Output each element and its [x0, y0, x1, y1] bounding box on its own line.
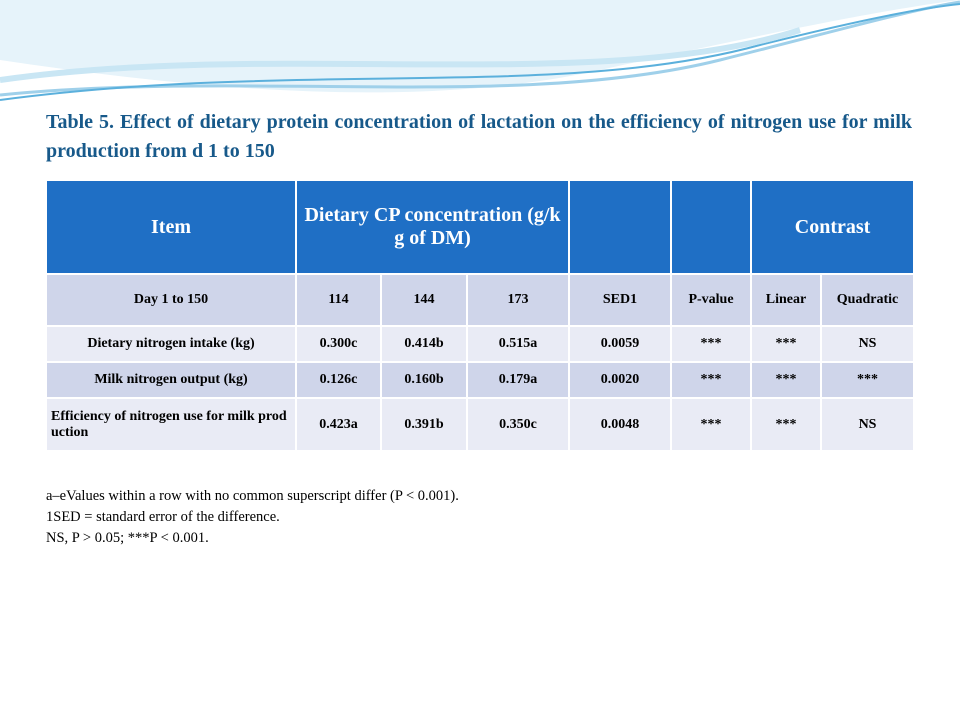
table-cell: 0.515a: [468, 327, 569, 361]
table-cell: 0.179a: [468, 363, 569, 397]
table-cell: ***: [752, 363, 821, 397]
subheader-cell: 173: [468, 275, 569, 325]
footnote: 1SED = standard error of the difference.: [46, 509, 280, 525]
table-cell: ***: [822, 363, 914, 397]
table-cell: 0.0020: [570, 363, 671, 397]
table-cell: ***: [752, 327, 821, 361]
table-cell: 0.391b: [382, 399, 466, 450]
header-row: Item Dietary CP concentration (g/kg of DM…: [47, 181, 914, 273]
subheader-cell: Day 1 to 150: [47, 275, 295, 325]
table-cell: Dietary nitrogen intake (kg): [47, 327, 295, 361]
table-row: Dietary nitrogen intake (kg) 0.300c 0.414b…: [47, 327, 914, 361]
subheader-cell: 144: [382, 275, 466, 325]
table-cell: 0.423a: [297, 399, 380, 450]
table-cell: 0.160b: [382, 363, 466, 397]
header-cell: Item: [47, 181, 295, 273]
table-cell: ***: [672, 363, 751, 397]
table-cell: NS: [822, 399, 914, 450]
footnotes: a–eValues within a row with no common su…: [46, 486, 459, 549]
table-cell: ***: [672, 327, 751, 361]
footnote: NS, P > 0.05; ***P < 0.001.: [46, 530, 209, 546]
table-cell: ***: [752, 399, 821, 450]
subheader-row: Day 1 to 150 114 144 173 SED1 P-value Linear Qu…: [47, 275, 914, 325]
table-cell: 0.126c: [297, 363, 380, 397]
table-cell: 0.300c: [297, 327, 380, 361]
table-cell: Efficiency of nitrogen use for milk prod…: [47, 399, 295, 450]
decoration: [0, 0, 960, 101]
title: Table 5. Effect of dietary protein conce…: [46, 111, 912, 162]
table-cell: 0.0048: [570, 399, 671, 450]
subheader-cell: Quadratic: [822, 275, 914, 325]
subheader-cell: 114: [297, 275, 380, 325]
header-cell: [570, 181, 671, 273]
footnote: a–eValues within a row with no common su…: [46, 488, 459, 504]
table-cell: 0.350c: [468, 399, 569, 450]
table-cell: ***: [672, 399, 751, 450]
header-cell: [672, 181, 751, 273]
subheader-cell: P-value: [672, 275, 751, 325]
table-row: Milk nitrogen output (kg) 0.126c 0.160b 0.1…: [47, 363, 914, 397]
table-cell: 0.0059: [570, 327, 671, 361]
data-table: Item Dietary CP concentration (g/kg of DM…: [45, 179, 915, 452]
table-cell: NS: [822, 327, 914, 361]
header-cell: Contrast: [752, 181, 914, 273]
subheader-cell: SED1: [570, 275, 671, 325]
header-cell: Dietary CP concentration (g/kg of DM): [297, 181, 569, 273]
table-cell: 0.414b: [382, 327, 466, 361]
subheader-cell: Linear: [752, 275, 821, 325]
table-cell: Milk nitrogen output (kg): [47, 363, 295, 397]
table-row: Efficiency of nitrogen use for milk prod…: [47, 399, 914, 450]
